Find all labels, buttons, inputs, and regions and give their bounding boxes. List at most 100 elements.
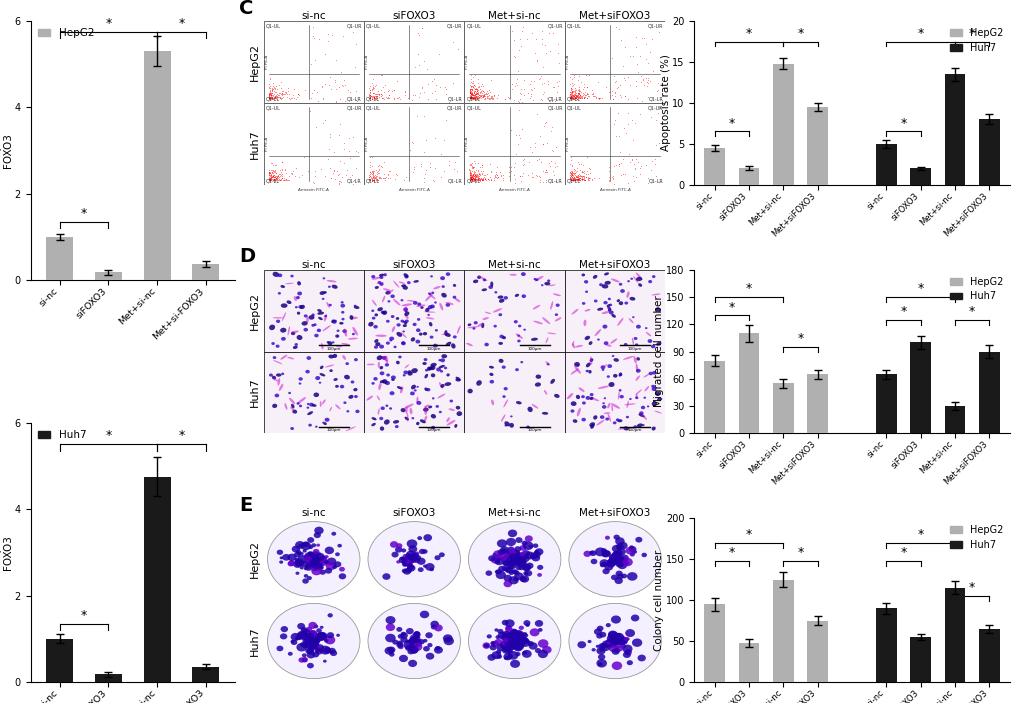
Point [261,167,277,178]
Circle shape [614,560,624,567]
Point [284,89,301,101]
Point [474,173,490,184]
Point [345,132,362,143]
Point [262,172,278,183]
Circle shape [534,548,543,555]
Ellipse shape [396,332,401,337]
Point [471,169,487,180]
Bar [464,270,565,352]
Point [271,164,287,175]
Point [604,172,621,183]
Point [547,141,564,153]
Point [416,146,432,157]
Circle shape [385,633,395,643]
Ellipse shape [608,382,613,387]
Text: 100μm: 100μm [326,428,340,432]
Circle shape [414,635,420,639]
Point [464,173,480,184]
Point [470,84,486,96]
Circle shape [418,567,423,572]
Point [365,174,381,186]
Point [265,174,281,185]
Circle shape [322,422,324,424]
Point [494,169,511,181]
Ellipse shape [635,273,642,280]
Point [465,92,481,103]
Point [510,96,526,107]
Circle shape [517,641,524,647]
Point [465,82,481,93]
Point [410,59,426,70]
Point [464,91,480,103]
Circle shape [511,636,520,644]
Point [474,175,490,186]
Ellipse shape [323,291,326,294]
Point [321,128,337,139]
Point [566,167,582,179]
Circle shape [506,640,515,647]
Point [468,175,484,186]
Point [633,76,649,87]
Point [276,172,292,183]
Ellipse shape [276,373,281,377]
Text: 100μm: 100μm [628,428,642,432]
Point [466,173,482,184]
Text: PI PE-A: PI PE-A [566,55,570,69]
Ellipse shape [490,281,493,287]
Point [326,165,342,176]
Circle shape [309,631,315,636]
Point [561,174,578,186]
Point [285,84,302,95]
Point [366,91,382,102]
Circle shape [301,561,309,567]
Circle shape [439,370,442,373]
Point [544,27,560,39]
Point [278,174,294,185]
Point [502,161,519,172]
Circle shape [613,551,621,557]
Circle shape [606,634,616,643]
Point [468,89,484,100]
Circle shape [302,657,308,662]
Ellipse shape [430,373,435,378]
Circle shape [306,638,315,645]
Circle shape [516,555,521,559]
Circle shape [620,558,625,562]
Point [474,84,490,96]
Point [475,174,491,186]
Point [262,91,278,103]
Point [464,171,480,182]
Point [466,161,482,172]
Point [320,143,336,155]
Circle shape [297,643,307,652]
Point [380,89,396,101]
Circle shape [407,539,417,548]
Circle shape [417,557,425,565]
Circle shape [522,565,530,572]
Ellipse shape [379,427,384,431]
Point [565,93,581,104]
Point [467,174,483,186]
Circle shape [546,280,550,282]
Point [261,166,277,177]
Circle shape [385,616,395,624]
Point [537,40,553,51]
Circle shape [368,522,460,597]
Text: Q1-UR: Q1-UR [346,23,362,29]
Ellipse shape [424,387,427,391]
Ellipse shape [645,332,651,336]
Circle shape [403,568,411,574]
Circle shape [611,635,622,644]
Point [624,153,640,165]
Point [465,161,481,172]
Point [562,89,579,100]
Circle shape [405,645,412,651]
Point [463,173,479,184]
Point [421,162,437,173]
Ellipse shape [624,404,635,405]
Ellipse shape [408,370,411,374]
Circle shape [589,550,596,556]
Point [567,83,583,94]
Circle shape [524,570,532,576]
Circle shape [290,640,294,643]
